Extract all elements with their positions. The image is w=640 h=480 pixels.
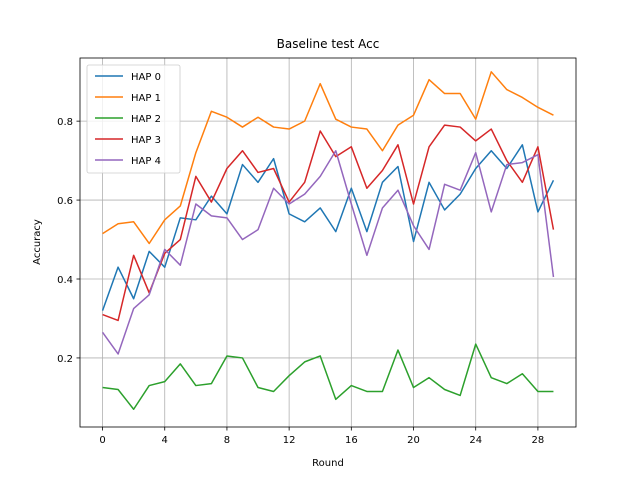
- series-line-hap-2: [102, 343, 554, 410]
- x-tick-label: 4: [162, 435, 168, 446]
- y-tick-label: 0.4: [57, 275, 73, 286]
- legend: HAP 0 HAP 1 HAP 2 HAP 3 HAP 4: [86, 64, 181, 174]
- series-lines: [101, 71, 555, 410]
- x-axis-label: Round: [312, 458, 344, 469]
- series-line-hap-0: [101, 144, 555, 311]
- y-axis-ticks: 0.2 0.4 0.6 0.8: [57, 117, 80, 365]
- x-tick-label: 24: [469, 435, 482, 446]
- x-tick-label: 0: [99, 435, 105, 446]
- y-axis-label: Accuracy: [32, 219, 43, 265]
- y-tick-label: 0.2: [57, 354, 73, 365]
- y-tick-label: 0.6: [57, 196, 73, 207]
- legend-label: HAP 4: [131, 156, 161, 167]
- series-line-hap-3: [102, 124, 555, 322]
- x-tick-label: 28: [532, 435, 545, 446]
- y-tick-label: 0.8: [57, 117, 73, 128]
- legend-label: HAP 2: [131, 114, 161, 125]
- x-tick-label: 12: [283, 435, 296, 446]
- legend-box: [86, 64, 181, 174]
- x-tick-label: 20: [407, 435, 420, 446]
- series-line-hap-4: [101, 149, 555, 355]
- x-tick-label: 8: [224, 435, 230, 446]
- x-axis-ticks: 0 4 8 12 16 20 24 28: [99, 427, 544, 446]
- series-line-hap-1: [102, 71, 554, 245]
- legend-label: HAP 3: [131, 135, 161, 146]
- plot-frame: [79, 57, 577, 428]
- legend-label: HAP 1: [131, 93, 161, 104]
- legend-label: HAP 0: [131, 72, 161, 83]
- chart-title: Baseline test Acc: [277, 37, 380, 51]
- x-tick-label: 16: [345, 435, 358, 446]
